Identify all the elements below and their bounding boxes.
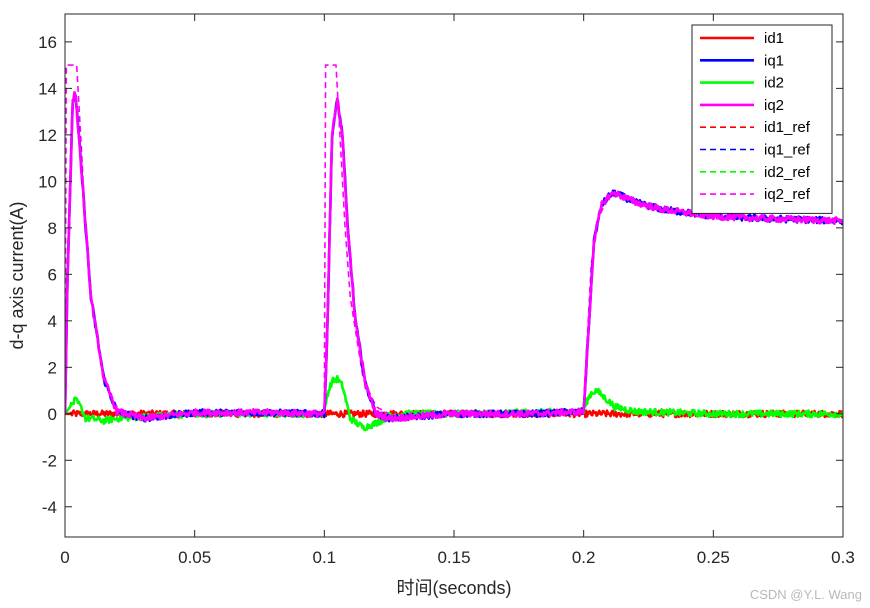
y-tick-label: 16 bbox=[38, 33, 57, 52]
x-tick-label: 0.15 bbox=[437, 548, 470, 567]
y-tick-label: 4 bbox=[48, 312, 57, 331]
x-tick-label: 0.1 bbox=[313, 548, 337, 567]
y-tick-label: 8 bbox=[48, 219, 57, 238]
x-axis-label: 时间(seconds) bbox=[396, 578, 511, 598]
x-tick-label: 0.3 bbox=[831, 548, 855, 567]
x-tick-label: 0 bbox=[60, 548, 69, 567]
y-tick-label: 14 bbox=[38, 79, 57, 98]
series-group bbox=[65, 64, 843, 432]
x-tick-label: 0.05 bbox=[178, 548, 211, 567]
y-tick-label: 0 bbox=[48, 405, 57, 424]
legend-label-iq2_ref: iq2_ref bbox=[764, 186, 811, 203]
y-tick-label: 10 bbox=[38, 172, 57, 191]
legend-label-id1_ref: id1_ref bbox=[764, 119, 811, 136]
y-tick-label: -4 bbox=[42, 498, 57, 517]
legend-box bbox=[691, 24, 833, 214]
y-tick-label: -2 bbox=[42, 451, 57, 470]
legend-label-iq2: iq2 bbox=[764, 97, 784, 114]
legend: id1 iq1 id2 iq2 id1_ref iq1_ref id2_ref iq2_ref bbox=[691, 24, 833, 214]
y-tick-label: 6 bbox=[48, 265, 57, 284]
legend-label-id2_ref: id2_ref bbox=[764, 164, 811, 181]
legend-label-id2: id2 bbox=[764, 75, 784, 92]
series-line-iq2 bbox=[65, 91, 843, 423]
watermark: CSDN @Y.L. Wang bbox=[749, 587, 862, 602]
y-tick-label: 2 bbox=[48, 358, 57, 377]
x-tick-label: 0.2 bbox=[572, 548, 596, 567]
legend-label-id1: id1 bbox=[764, 30, 784, 47]
series-line-iq2_ref bbox=[65, 64, 843, 415]
x-tick-label: 0.25 bbox=[697, 548, 730, 567]
y-tick-label: 12 bbox=[38, 126, 57, 145]
y-axis-label: d-q axis current(A) bbox=[7, 201, 27, 349]
legend-label-iq1: iq1 bbox=[764, 52, 784, 69]
legend-label-iq1_ref: iq1_ref bbox=[764, 142, 811, 159]
